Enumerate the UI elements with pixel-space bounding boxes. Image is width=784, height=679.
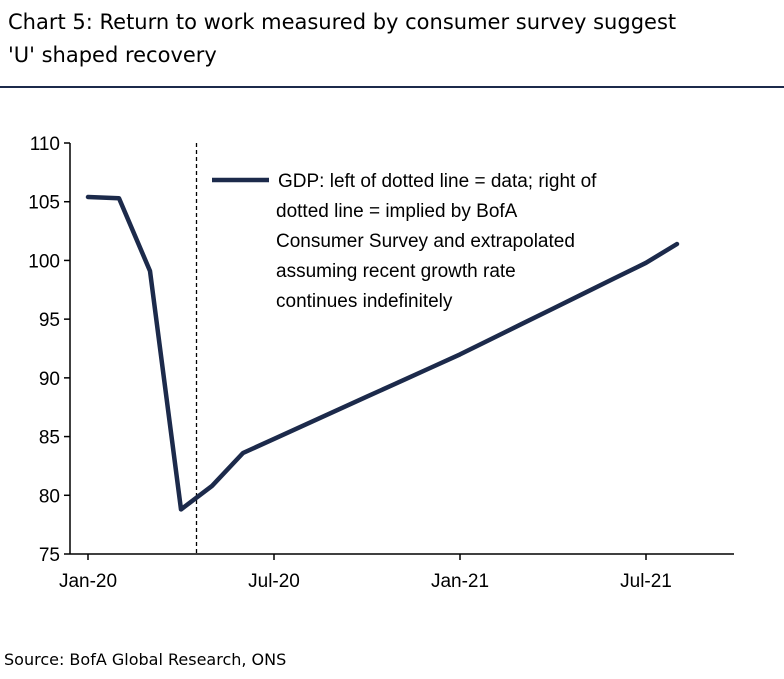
legend-label-line: dotted line = implied by BofA: [276, 201, 518, 222]
axes: 75 80 85 90 95 100 105 110 Jan-20 Jul-20 Jan-21 Jul…: [28, 134, 734, 592]
x-tick-label: Jul-21: [620, 571, 672, 592]
chart-title: Chart 5: Return to work measured by cons…: [8, 6, 784, 72]
y-tick-label: 110: [30, 134, 60, 155]
y-tick-label: 95: [39, 310, 60, 331]
x-tick-label: Jan-21: [431, 571, 489, 592]
y-tick-label: 100: [28, 251, 60, 272]
y-tick-label: 90: [39, 369, 60, 390]
x-tick-label: Jan-20: [59, 571, 117, 592]
legend-label-line: continues indefinitely: [276, 291, 453, 312]
x-tick-label: Jul-20: [248, 571, 300, 592]
legend-label-line: assuming recent growth rate: [276, 261, 516, 282]
y-tick-label: 75: [39, 545, 60, 566]
legend-label-line: Consumer Survey and extrapolated: [276, 231, 575, 252]
y-tick-label: 105: [28, 193, 60, 214]
source-note: Source: BofA Global Research, ONS: [4, 650, 287, 669]
title-divider: [0, 86, 784, 88]
legend: GDP: left of dotted line = data; right o…: [212, 171, 597, 312]
y-tick-label: 80: [39, 486, 60, 507]
series-layer: [85, 194, 680, 512]
line-chart: 75 80 85 90 95 100 105 110 Jan-20 Jul-20 Jan-21 Jul…: [28, 134, 734, 592]
chart-title-line-2: 'U' shaped recovery: [8, 43, 217, 67]
legend-label-line: GDP: left of dotted line = data; right o…: [278, 171, 597, 192]
y-tick-label: 85: [39, 428, 60, 449]
chart-title-line-1: Chart 5: Return to work measured by cons…: [8, 10, 677, 34]
series-line-gdp: [85, 194, 680, 512]
